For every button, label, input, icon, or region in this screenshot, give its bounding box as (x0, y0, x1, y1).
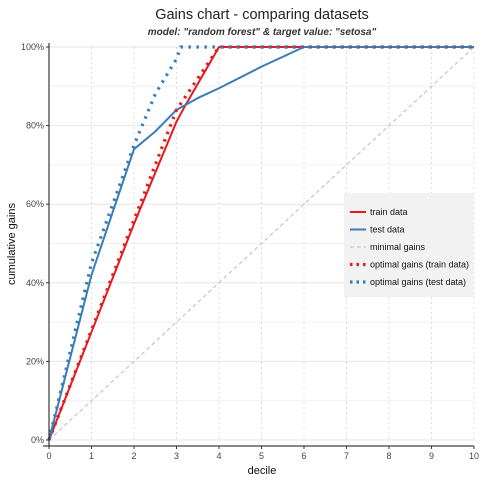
x-tick-label: 1 (89, 451, 94, 461)
axes: 0 1 2 3 4 5 6 7 8 9 100%20%40%60%80%100% (21, 42, 479, 461)
y-tick-label: 20% (26, 356, 44, 366)
x-tick-label: 0 (46, 451, 51, 461)
legend-label: test data (370, 225, 405, 235)
x-tick-label: 8 (386, 451, 391, 461)
y-tick-label: 60% (26, 199, 44, 209)
x-axis-label: decile (248, 465, 277, 477)
legend-label: optimal gains (train data) (370, 260, 469, 270)
series-line-2 (48, 46, 475, 441)
chart-title: Gains chart - comparing datasets (155, 7, 369, 23)
legend-label: minimal gains (370, 242, 426, 252)
x-tick-label: 9 (429, 451, 434, 461)
series-layer (47, 45, 474, 441)
y-tick-label: 0% (31, 435, 44, 445)
x-tick-label: 7 (344, 451, 349, 461)
y-axis-label: cumulative gains (6, 203, 18, 285)
x-tick-label: 3 (174, 451, 179, 461)
x-tick-label: 5 (259, 451, 264, 461)
x-tick-label: 2 (131, 451, 136, 461)
legend-box (344, 193, 474, 297)
x-tick-label: 10 (469, 451, 479, 461)
reference-lines (48, 46, 475, 441)
x-tick-label: 4 (216, 451, 221, 461)
y-tick-label: 80% (26, 121, 44, 131)
legend: train data test data minimal gains optimal … (344, 193, 474, 297)
x-tick-label: 6 (301, 451, 306, 461)
legend-label: train data (370, 207, 408, 217)
y-tick-label: 40% (26, 278, 44, 288)
y-tick-label: 100% (21, 42, 44, 52)
chart-subtitle: model: "random forest" & target value: "… (148, 27, 377, 38)
series-line-4 (47, 45, 474, 441)
legend-label: optimal gains (test data) (370, 277, 466, 287)
